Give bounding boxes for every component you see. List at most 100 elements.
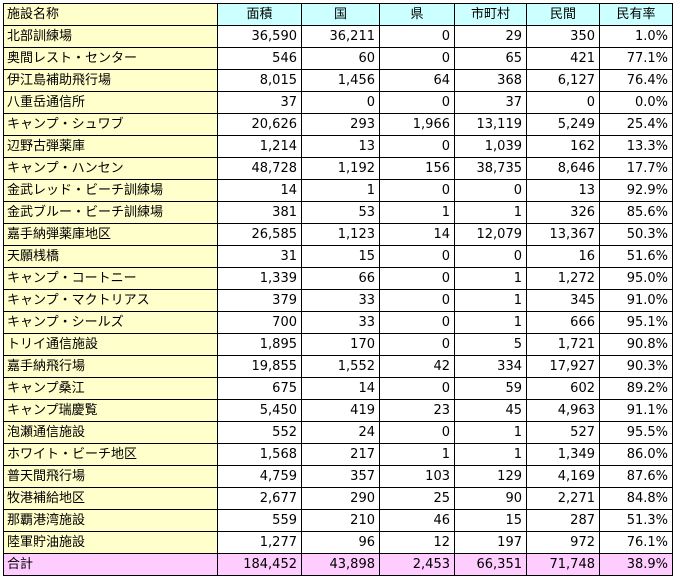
cell-private: 17,927	[526, 355, 600, 378]
cell-private: 2,271	[526, 487, 600, 510]
cell-facility-name: 那覇港湾施設	[3, 509, 218, 532]
cell-prefecture: 0	[379, 135, 455, 158]
cell-facility-name: 伊江島補助飛行場	[3, 69, 218, 92]
cell-facility-name: 嘉手納飛行場	[3, 355, 218, 378]
table-row: キャンプ・コートニー 1,339 66 0 1 1,272 95.0%	[3, 267, 673, 290]
cell-prefecture: 0	[379, 267, 455, 290]
cell-facility-name: 天願桟橋	[3, 245, 218, 268]
table-row: ホワイト・ビーチ地区 1,568 217 1 1 1,349 86.0%	[3, 443, 673, 466]
cell-prefecture: 46	[379, 509, 455, 532]
cell-area: 675	[217, 377, 302, 400]
table-row: キャンプ・ハンセン 48,728 1,192 156 38,735 8,646 17.7%	[3, 157, 673, 180]
cell-prefecture: 42	[379, 355, 455, 378]
cell-facility-name: 辺野古弾薬庫	[3, 135, 218, 158]
cell-area: 2,677	[217, 487, 302, 510]
cell-national: 293	[301, 113, 380, 136]
cell-private-ratio: 87.6%	[599, 465, 673, 488]
table-row: キャンプ・マクトリアス 379 33 0 1 345 91.0%	[3, 289, 673, 312]
cell-area: 1,568	[217, 443, 302, 466]
cell-national: 1,123	[301, 223, 380, 246]
cell-private-ratio: 76.1%	[599, 531, 673, 554]
cell-private-ratio: 86.0%	[599, 443, 673, 466]
cell-area: 37	[217, 91, 302, 114]
table-row: キャンプ瑞慶覧 5,450 419 23 45 4,963 91.1%	[3, 399, 673, 422]
cell-private: 16	[526, 245, 600, 268]
cell-area: 19,855	[217, 355, 302, 378]
header-private: 民間	[526, 3, 600, 26]
table-row: 北部訓練場 36,590 36,211 0 29 350 1.0%	[3, 25, 673, 48]
cell-private-ratio: 51.6%	[599, 245, 673, 268]
cell-prefecture: 25	[379, 487, 455, 510]
cell-private-ratio: 17.7%	[599, 157, 673, 180]
cell-private-ratio: 77.1%	[599, 47, 673, 70]
cell-municipal: 1	[454, 267, 527, 290]
header-row: 施設名称 面積 国 県 市町村 民間 民有率	[3, 3, 673, 26]
cell-private-ratio: 76.4%	[599, 69, 673, 92]
cell-national: 1,552	[301, 355, 380, 378]
table-row: 泡瀬通信施設 552 24 0 1 527 95.5%	[3, 421, 673, 444]
table-row: 辺野古弾薬庫 1,214 13 0 1,039 162 13.3%	[3, 135, 673, 158]
cell-facility-name: キャンプ・シールズ	[3, 311, 218, 334]
header-area: 面積	[217, 3, 302, 26]
cell-national: 419	[301, 399, 380, 422]
cell-national: 15	[301, 245, 380, 268]
cell-national: 96	[301, 531, 380, 554]
cell-private: 8,646	[526, 157, 600, 180]
cell-municipal: 12,079	[454, 223, 527, 246]
cell-facility-name: トリイ通信施設	[3, 333, 218, 356]
cell-area: 559	[217, 509, 302, 532]
cell-prefecture: 0	[379, 179, 455, 202]
header-national: 国	[301, 3, 380, 26]
cell-facility-name: 普天間飛行場	[3, 465, 218, 488]
cell-private: 602	[526, 377, 600, 400]
cell-facility-name: ホワイト・ビーチ地区	[3, 443, 218, 466]
cell-national: 13	[301, 135, 380, 158]
cell-municipal: 38,735	[454, 157, 527, 180]
cell-facility-name: 陸軍貯油施設	[3, 531, 218, 554]
cell-municipal: 45	[454, 399, 527, 422]
table-row: キャンプ・シールズ 700 33 0 1 666 95.1%	[3, 311, 673, 334]
cell-private-ratio: 89.2%	[599, 377, 673, 400]
cell-prefecture: 1,966	[379, 113, 455, 136]
cell-facility-name: キャンプ・ハンセン	[3, 157, 218, 180]
cell-prefecture: 156	[379, 157, 455, 180]
cell-national: 170	[301, 333, 380, 356]
cell-facility-name: 奥間レスト・センター	[3, 47, 218, 70]
cell-municipal: 0	[454, 179, 527, 202]
cell-municipal: 37	[454, 91, 527, 114]
cell-prefecture: 23	[379, 399, 455, 422]
table-row: 嘉手納飛行場 19,855 1,552 42 334 17,927 90.3%	[3, 355, 673, 378]
cell-national: 1	[301, 179, 380, 202]
table-row: 金武レッド・ビーチ訓練場 14 1 0 0 13 92.9%	[3, 179, 673, 202]
cell-prefecture: 14	[379, 223, 455, 246]
cell-private-ratio: 91.1%	[599, 399, 673, 422]
cell-municipal: 1	[454, 421, 527, 444]
cell-area: 552	[217, 421, 302, 444]
cell-facility-name: キャンプ瑞慶覧	[3, 399, 218, 422]
cell-prefecture: 0	[379, 311, 455, 334]
cell-area: 26,585	[217, 223, 302, 246]
cell-national: 217	[301, 443, 380, 466]
cell-municipal: 1	[454, 311, 527, 334]
cell-municipal: 334	[454, 355, 527, 378]
cell-prefecture: 0	[379, 91, 455, 114]
cell-national: 33	[301, 289, 380, 312]
table-body: 北部訓練場 36,590 36,211 0 29 350 1.0% 奥間レスト・センター 546…	[3, 25, 673, 576]
cell-area: 14	[217, 179, 302, 202]
cell-private-ratio: 25.4%	[599, 113, 673, 136]
cell-national: 357	[301, 465, 380, 488]
cell-area: 31	[217, 245, 302, 268]
table-row: キャンプ・シュワブ 20,626 293 1,966 13,119 5,249 25.4%	[3, 113, 673, 136]
cell-private-ratio: 95.1%	[599, 311, 673, 334]
cell-facility-name: 八重岳通信所	[3, 91, 218, 114]
cell-prefecture: 12	[379, 531, 455, 554]
cell-private: 4,963	[526, 399, 600, 422]
cell-national: 14	[301, 377, 380, 400]
cell-facility-name: 金武ブルー・ビーチ訓練場	[3, 201, 218, 224]
cell-municipal: 197	[454, 531, 527, 554]
cell-area: 48,728	[217, 157, 302, 180]
cell-private: 287	[526, 509, 600, 532]
cell-private: 162	[526, 135, 600, 158]
cell-area: 20,626	[217, 113, 302, 136]
cell-private: 666	[526, 311, 600, 334]
